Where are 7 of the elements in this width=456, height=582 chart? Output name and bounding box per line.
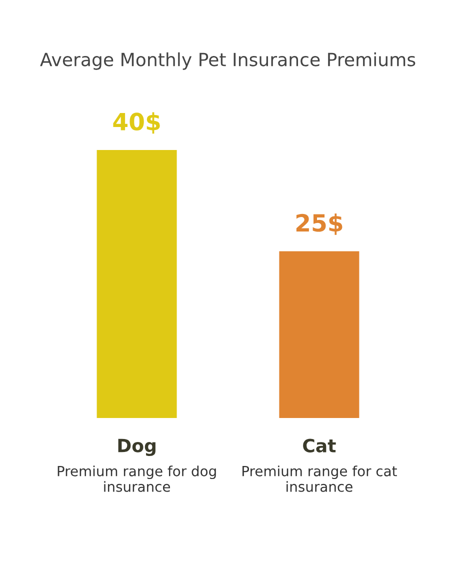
text: Premium range for dog insurance: [58, 466, 216, 492]
data-label: 40$: [113, 112, 160, 134]
data-label: 25$: [296, 214, 342, 235]
x-tick-label: Dog: [118, 438, 156, 456]
x-tick-label: Cat: [303, 438, 336, 452]
chart-title: Average Monthly Pet Insurance Premiums: [40, 52, 416, 70]
text: Premium range for cat insurance: [242, 466, 397, 492]
